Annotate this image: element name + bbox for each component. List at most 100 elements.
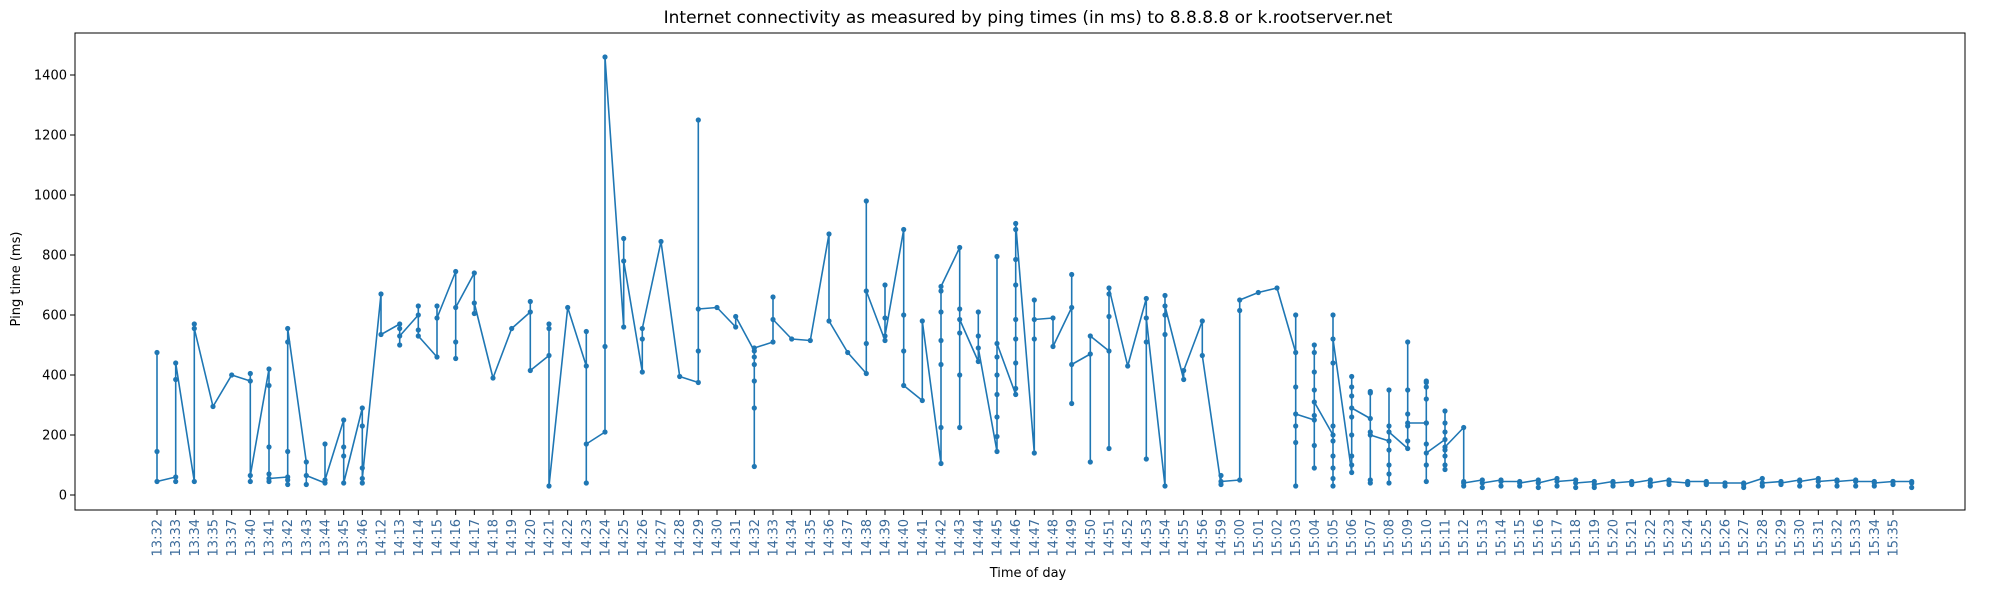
data-point (1778, 480, 1784, 486)
data-point (322, 477, 328, 483)
data-point (266, 366, 272, 372)
data-point (714, 304, 720, 311)
data-point (1031, 336, 1037, 342)
data-point (938, 460, 944, 467)
data-point (1535, 480, 1541, 486)
plot-frame (74, 32, 1966, 511)
data-point (1741, 481, 1747, 488)
data-point (583, 480, 589, 486)
x-tick-label: 14:44 (972, 519, 987, 556)
data-point (434, 303, 440, 309)
x-tick-label: 14:55 (1177, 519, 1192, 556)
x-tick-label: 14:54 (1159, 519, 1174, 556)
data-point (1143, 456, 1149, 462)
data-point (247, 472, 253, 479)
data-point (191, 321, 197, 327)
data-point (1311, 349, 1317, 356)
x-tick-label: 15:31 (1812, 519, 1827, 556)
data-point (751, 345, 757, 351)
data-point (1031, 297, 1037, 303)
x-tick-label: 14:45 (991, 519, 1006, 556)
data-point (957, 372, 963, 378)
data-point (658, 238, 664, 245)
data-point (453, 268, 459, 275)
data-point (1143, 295, 1149, 302)
data-point (901, 348, 907, 354)
data-point (1442, 462, 1448, 468)
data-point (770, 294, 776, 300)
data-point (1330, 483, 1336, 489)
data-point (471, 310, 477, 317)
x-tick-label: 15:20 (1607, 519, 1622, 556)
x-tick-label: 14:14 (412, 519, 427, 556)
x-tick-label: 14:53 (1140, 519, 1155, 556)
data-point (1106, 313, 1112, 320)
data-point (1909, 484, 1915, 491)
y-tick-label: 0 (59, 489, 67, 504)
x-tick-label: 15:00 (1233, 519, 1248, 556)
data-point (1666, 478, 1672, 485)
data-point (1013, 226, 1019, 233)
data-point (1479, 480, 1485, 486)
data-point (1386, 387, 1392, 393)
x-tick-label: 15:18 (1569, 519, 1584, 556)
data-point (975, 309, 981, 315)
data-point (733, 324, 739, 330)
data-point (1218, 472, 1224, 479)
data-point (1759, 475, 1765, 482)
data-point (1293, 349, 1299, 356)
data-point (1405, 411, 1411, 417)
x-tick-label: 15:07 (1364, 519, 1379, 556)
data-point (1311, 417, 1317, 423)
data-point (975, 345, 981, 351)
x-tick-label: 15:04 (1308, 519, 1323, 556)
data-point (733, 313, 739, 320)
x-tick-label: 14:39 (879, 519, 894, 556)
data-point (882, 315, 888, 321)
data-point (957, 244, 963, 251)
y-tick-label: 800 (42, 249, 67, 264)
x-tick-label: 15:15 (1513, 519, 1528, 556)
x-tick-label: 14:16 (449, 519, 464, 556)
data-point (994, 414, 1000, 420)
data-point (1330, 438, 1336, 444)
data-point (285, 339, 291, 345)
data-point (1797, 478, 1803, 485)
data-point (1703, 480, 1709, 486)
data-point (1013, 385, 1019, 392)
data-point (359, 465, 365, 471)
x-tick-label: 15:24 (1681, 519, 1696, 556)
x-tick-label: 13:46 (356, 519, 371, 556)
data-point (1143, 339, 1149, 345)
x-tick-label: 13:44 (319, 519, 334, 556)
x-tick-label: 15:03 (1289, 519, 1304, 556)
data-point (826, 318, 832, 324)
data-point (527, 309, 533, 315)
data-point (1330, 432, 1336, 438)
x-tick-label: 14:17 (468, 519, 483, 556)
series-line (156, 56, 1913, 489)
data-point (1834, 478, 1840, 485)
data-point (1349, 405, 1355, 411)
data-point (957, 424, 963, 431)
data-point (1162, 331, 1168, 338)
data-point (397, 325, 403, 332)
data-point (453, 355, 459, 362)
data-point (1013, 220, 1019, 227)
x-tick-label: 14:40 (897, 519, 912, 556)
data-point (415, 303, 421, 309)
data-point (359, 405, 365, 411)
x-axis-label: Time of day (989, 566, 1067, 581)
data-point (359, 423, 365, 429)
data-point (901, 226, 907, 233)
x-tick-label: 14:35 (804, 519, 819, 556)
data-point (1423, 420, 1429, 426)
data-point (1143, 315, 1149, 321)
data-point (1162, 483, 1168, 489)
data-point (378, 291, 384, 297)
data-point (770, 339, 776, 345)
x-tick-label: 15:14 (1495, 519, 1510, 556)
x-tick-label: 14:36 (823, 519, 838, 556)
data-point (994, 391, 1000, 398)
data-point (938, 361, 944, 368)
